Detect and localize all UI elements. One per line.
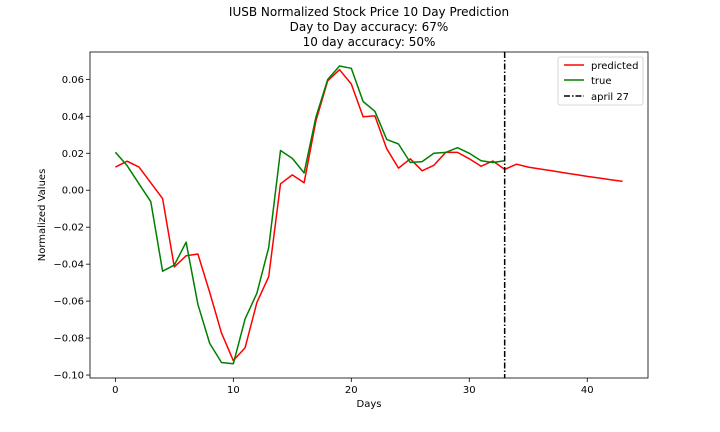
y-tick-label: −0.10 [53, 371, 84, 382]
y-tick-label: −0.06 [53, 297, 84, 308]
legend-true-label: true [591, 76, 612, 87]
x-tick-label: 10 [227, 385, 240, 396]
series-line-true [114, 65, 505, 365]
y-tick-label: 0.00 [62, 186, 84, 197]
x-tick-label: 0 [112, 385, 118, 396]
y-tick-label: −0.02 [53, 223, 84, 234]
y-tick-label: −0.08 [53, 334, 84, 345]
y-tick-label: −0.04 [53, 260, 84, 271]
y-tick-label: 0.04 [62, 112, 84, 123]
x-tick-label: 40 [581, 385, 594, 396]
chart-subtitle-day-accuracy: Day to Day accuracy: 67% [289, 20, 449, 34]
legend-april27-label: april 27 [591, 92, 629, 103]
chart-subtitle-10day-accuracy: 10 day accuracy: 50% [302, 35, 436, 49]
x-axis-label: Days [357, 399, 382, 410]
series-line-predicted [115, 68, 623, 362]
y-axis-label: Normalized Values [37, 169, 48, 262]
x-tick-label: 30 [463, 385, 476, 396]
legend: predicted true april 27 [557, 56, 644, 106]
legend-predicted-label: predicted [591, 61, 638, 72]
x-tick-label: 20 [345, 385, 358, 396]
chart-title: IUSB Normalized Stock Price 10 Day Predi… [228, 5, 510, 19]
y-tick-label: 0.06 [62, 75, 84, 86]
y-tick-label: 0.02 [62, 149, 84, 160]
plot-frame [89, 51, 649, 379]
legend-box [557, 56, 644, 106]
